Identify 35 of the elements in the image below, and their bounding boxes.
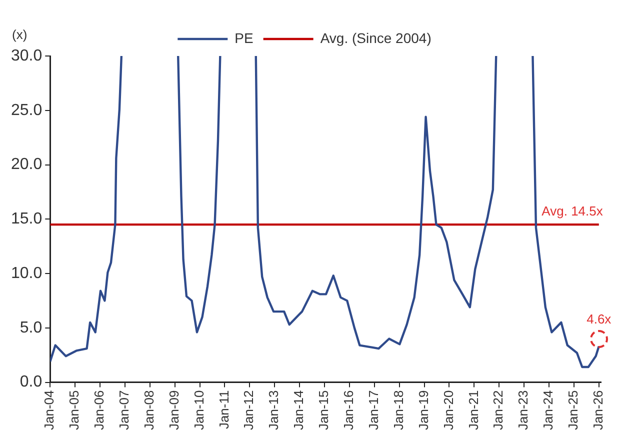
x-tick-label: Jan-26 <box>590 390 606 430</box>
x-tick-label: Jan-07 <box>116 390 132 430</box>
x-tick-label: Jan-09 <box>166 390 182 430</box>
x-tick-label: Jan-06 <box>92 390 107 430</box>
x-tick-label: Jan-25 <box>566 390 581 430</box>
y-tick-label: 25.0 <box>11 102 42 119</box>
y-tick-label: 30.0 <box>11 47 42 64</box>
y-axis-title: (x) <box>12 27 28 42</box>
y-tick-label: 5.0 <box>20 319 42 336</box>
legend-label: PE <box>234 30 254 46</box>
legend-label: Avg. (Since 2004) <box>320 30 432 46</box>
x-tick-label: Jan-21 <box>466 390 481 430</box>
y-tick-label: 10.0 <box>11 264 42 282</box>
x-tick-label: Jan-24 <box>540 390 556 430</box>
annotation: Avg. 14.5x <box>542 204 604 219</box>
x-tick-label: Jan-19 <box>416 390 431 430</box>
x-tick-label: Jan-13 <box>266 390 282 430</box>
annotation: 4.6x <box>586 311 612 326</box>
x-tick-label: Jan-11 <box>216 390 232 430</box>
y-tick-label: 15.0 <box>11 210 42 228</box>
x-tick-label: Jan-05 <box>66 390 82 430</box>
x-tick-label: Jan-15 <box>316 390 332 430</box>
x-tick-label: Jan-12 <box>241 390 256 430</box>
y-tick-label: 20.0 <box>11 156 42 174</box>
x-tick-label: Jan-10 <box>191 390 206 430</box>
x-tick-label: Jan-14 <box>291 390 306 430</box>
x-tick-label: Jan-04 <box>42 390 57 430</box>
x-tick-label: Jan-23 <box>516 390 531 430</box>
x-tick-label: Jan-08 <box>141 390 156 430</box>
y-tick-label: 0.0 <box>20 374 42 391</box>
x-tick-label: Jan-22 <box>490 390 506 430</box>
x-tick-label: Jan-17 <box>366 390 382 430</box>
x-tick-label: Jan-18 <box>390 390 406 430</box>
x-tick-label: Jan-16 <box>341 390 356 430</box>
x-tick-label: Jan-20 <box>440 390 456 430</box>
